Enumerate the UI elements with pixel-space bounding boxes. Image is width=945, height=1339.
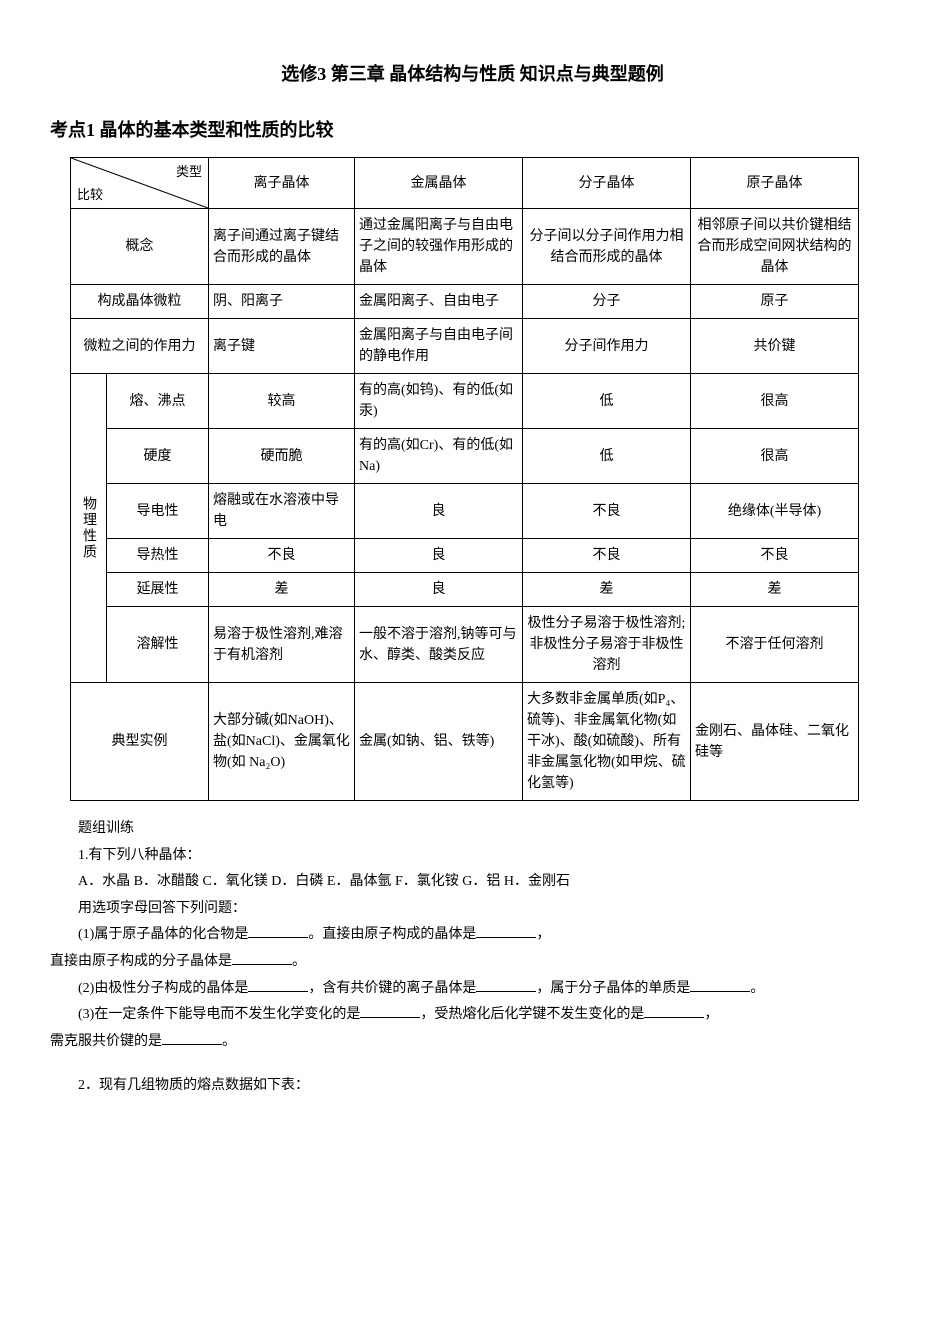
table-cell: 低 [523,374,691,429]
table-cell: 分子间以分子间作用力相结合而形成的晶体 [523,209,691,285]
table-cell: 金属阳离子与自由电子间的静电作用 [355,319,523,374]
table-cell: 差 [209,573,355,607]
sub-row-label: 熔、沸点 [107,374,209,429]
table-cell: 不良 [691,539,859,573]
comparison-table: 类型比较离子晶体金属晶体分子晶体原子晶体概念离子间通过离子键结合而形成的晶体通过… [70,157,859,801]
row-label: 构成晶体微粒 [71,285,209,319]
q1-lead: 1.有下列八种晶体： [50,843,895,870]
answer-blank [476,977,536,992]
table-cell: 分子 [523,285,691,319]
table-cell: 绝缘体(半导体) [691,484,859,539]
header-diag-top: 类型 [176,162,202,182]
table-cell: 差 [691,573,859,607]
q2-lead: 2．现有几组物质的熔点数据如下表： [50,1073,895,1100]
q1-options: A．水晶 B．冰醋酸 C．氧化镁 D．白磷 E．晶体氩 F．氯化铵 G．铝 H．… [50,869,895,896]
q1-instruction: 用选项字母回答下列问题： [50,896,895,923]
q1-part: (2)由极性分子构成的晶体是，含有共价键的离子晶体是，属于分子晶体的单质是。 [50,976,895,1003]
table-cell: 良 [355,539,523,573]
sub-row-label: 导电性 [107,484,209,539]
table-cell: 很高 [691,429,859,484]
table-cell: 大部分碱(如NaOH)、盐(如NaCl)、金属氧化物(如 Na₂O) [209,683,355,801]
table-cell: 通过金属阳离子与自由电子之间的较强作用形成的晶体 [355,209,523,285]
table-cell: 低 [523,429,691,484]
table-cell: 良 [355,484,523,539]
sub-row-label: 延展性 [107,573,209,607]
row-label: 概念 [71,209,209,285]
table-cell: 硬而脆 [209,429,355,484]
answer-blank [476,923,536,938]
answer-blank [360,1003,420,1018]
answer-blank [248,923,308,938]
column-header: 离子晶体 [209,158,355,209]
row-label: 微粒之间的作用力 [71,319,209,374]
table-cell: 熔融或在水溶液中导电 [209,484,355,539]
table-cell: 分子间作用力 [523,319,691,374]
answer-blank [690,977,750,992]
section-heading: 考点1 晶体的基本类型和性质的比较 [50,116,895,142]
table-cell: 金属(如钠、铝、铁等) [355,683,523,801]
table-cell: 阴、阳离子 [209,285,355,319]
sub-row-label: 硬度 [107,429,209,484]
table-cell: 一般不溶于溶剂,钠等可与水、醇类、酸类反应 [355,607,523,683]
q1-part: (3)在一定条件下能导电而不发生化学变化的是，受热熔化后化学键不发生变化的是， [50,1002,895,1029]
table-cell: 金属阳离子、自由电子 [355,285,523,319]
q1-part: (1)属于原子晶体的化合物是。直接由原子构成的晶体是， [50,922,895,949]
header-diag-bottom: 比较 [77,185,103,205]
exercise-block: 题组训练 1.有下列八种晶体： A．水晶 B．冰醋酸 C．氧化镁 D．白磷 E．… [50,816,895,1100]
table-cell: 金刚石、晶体硅、二氧化硅等 [691,683,859,801]
table-cell: 易溶于极性溶剂,难溶于有机溶剂 [209,607,355,683]
table-cell: 良 [355,573,523,607]
answer-blank [232,950,292,965]
column-header: 分子晶体 [523,158,691,209]
answer-blank [644,1003,704,1018]
table-cell: 不良 [523,539,691,573]
table-cell: 很高 [691,374,859,429]
table-cell: 较高 [209,374,355,429]
table-cell: 有的高(如钨)、有的低(如汞) [355,374,523,429]
table-cell: 离子键 [209,319,355,374]
column-header: 金属晶体 [355,158,523,209]
table-cell: 极性分子易溶于极性溶剂;非极性分子易溶于非极性溶剂 [523,607,691,683]
sub-row-label: 导热性 [107,539,209,573]
answer-blank [248,977,308,992]
table-cell: 共价键 [691,319,859,374]
table-cell: 相邻原子间以共价键相结合而形成空间网状结构的晶体 [691,209,859,285]
table-cell: 不良 [209,539,355,573]
q1-part-line2: 直接由原子构成的分子晶体是。 [50,949,895,976]
header-diag-cell: 类型比较 [71,158,209,209]
sub-row-label: 溶解性 [107,607,209,683]
table-cell: 原子 [691,285,859,319]
exercise-group-title: 题组训练 [50,816,895,843]
column-header: 原子晶体 [691,158,859,209]
table-cell: 有的高(如Cr)、有的低(如Na) [355,429,523,484]
row-label: 典型实例 [71,683,209,801]
group-label: 物理性质 [71,374,107,683]
table-cell: 离子间通过离子键结合而形成的晶体 [209,209,355,285]
answer-blank [162,1030,222,1045]
table-cell: 不溶于任何溶剂 [691,607,859,683]
table-cell: 大多数非金属单质(如P₄、硫等)、非金属氧化物(如干冰)、酸(如硫酸)、所有非金… [523,683,691,801]
q1-part-line2: 需克服共价键的是。 [50,1029,895,1056]
table-cell: 差 [523,573,691,607]
table-cell: 不良 [523,484,691,539]
document-title: 选修3 第三章 晶体结构与性质 知识点与典型题例 [50,60,895,86]
